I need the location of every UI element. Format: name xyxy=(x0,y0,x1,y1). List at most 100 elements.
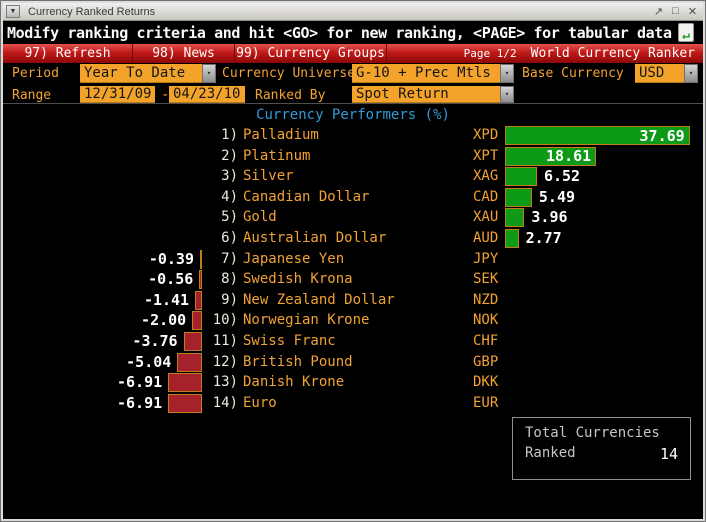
rank-label[interactable]: 14) xyxy=(212,394,238,411)
total-currencies-line1: Total Currencies xyxy=(525,425,660,441)
value-label: -6.91 xyxy=(117,393,163,412)
chart-row: 3) Silver XAG 6.52 xyxy=(3,166,703,187)
value-bar[interactable]: 37.69 xyxy=(505,126,690,145)
currency-name[interactable]: Euro xyxy=(243,394,277,411)
value-bar[interactable] xyxy=(505,229,519,248)
value-bar[interactable] xyxy=(168,393,202,413)
value-bar[interactable] xyxy=(200,249,202,269)
value-bar[interactable] xyxy=(168,373,202,393)
value-bar[interactable] xyxy=(177,352,202,372)
currency-name[interactable]: Gold xyxy=(243,209,277,226)
value-label: -2.00 xyxy=(141,311,187,330)
ticker-label[interactable]: XAU xyxy=(473,209,499,226)
ticker-label[interactable]: NZD xyxy=(473,291,499,308)
ticker-label[interactable]: XPT xyxy=(473,147,499,164)
chart-row: 2) Platinum XPT 18.61 xyxy=(3,146,703,167)
value-bar[interactable] xyxy=(183,332,202,351)
message-bar: Modify ranking criteria and hit <GO> for… xyxy=(3,21,703,44)
maximize-icon[interactable]: □ xyxy=(672,5,679,17)
chart-row: 7) Japanese Yen JPY -0.39 xyxy=(3,249,703,270)
period-select[interactable]: Year To Date xyxy=(80,64,202,83)
value-label: 37.69 xyxy=(639,126,685,145)
base-currency-select[interactable]: USD xyxy=(635,64,684,83)
value-label: 3.96 xyxy=(531,208,568,227)
value-label: 5.49 xyxy=(538,187,576,206)
ticker-label[interactable]: XAG xyxy=(473,168,499,185)
value-bar[interactable] xyxy=(505,167,537,187)
export-page-icon[interactable]: ↵ xyxy=(678,23,694,43)
value-bar[interactable] xyxy=(505,187,532,207)
total-currencies-line2: Ranked xyxy=(525,445,576,461)
rank-label[interactable]: 3) xyxy=(221,168,238,185)
rank-label[interactable]: 4) xyxy=(221,188,238,205)
rank-label[interactable]: 13) xyxy=(212,374,238,391)
value-label: -6.91 xyxy=(117,373,163,392)
chart-row: 9) New Zealand Dollar NZD -1.41 xyxy=(3,290,703,311)
menu-item-refresh[interactable]: 97) Refresh xyxy=(3,44,133,63)
rank-label[interactable]: 7) xyxy=(221,250,238,267)
ticker-label[interactable]: NOK xyxy=(473,312,499,329)
period-dropdown-arrow-icon[interactable]: ▾ xyxy=(202,64,216,83)
menu-item-news[interactable]: 98) News xyxy=(133,44,235,63)
currency-name[interactable]: Danish Krone xyxy=(243,374,345,391)
rank-label[interactable]: 12) xyxy=(212,353,238,370)
rank-label[interactable]: 10) xyxy=(212,312,238,329)
range-to-input[interactable]: 04/23/10 xyxy=(169,86,245,103)
app-title: World Currency Ranker xyxy=(530,46,695,61)
rank-label[interactable]: 8) xyxy=(221,271,238,288)
currency-name[interactable]: Canadian Dollar xyxy=(243,188,370,205)
value-bar[interactable] xyxy=(192,311,202,331)
value-bar[interactable] xyxy=(505,208,525,228)
value-label: 2.77 xyxy=(525,229,562,247)
rank-label[interactable]: 2) xyxy=(221,147,238,164)
rank-label[interactable]: 9) xyxy=(221,291,238,308)
rank-label[interactable]: 6) xyxy=(221,230,238,246)
rank-label[interactable]: 1) xyxy=(221,127,238,143)
range-from-input[interactable]: 12/31/09 xyxy=(80,86,155,103)
currency-universe-select[interactable]: G-10 + Prec Mtls xyxy=(352,64,500,83)
currency-name[interactable]: Japanese Yen xyxy=(243,250,345,267)
rank-label[interactable]: 5) xyxy=(221,209,238,226)
ticker-label[interactable]: GBP xyxy=(473,353,499,370)
currency-name[interactable]: Swiss Franc xyxy=(243,333,336,349)
ticker-label[interactable]: CAD xyxy=(473,188,499,205)
ticker-label[interactable]: JPY xyxy=(473,250,499,267)
currency-name[interactable]: Silver xyxy=(243,168,294,185)
ticker-label[interactable]: DKK xyxy=(473,374,499,391)
ticker-label[interactable]: SEK xyxy=(473,271,499,288)
rank-label[interactable]: 11) xyxy=(212,333,238,349)
chart-row: 4) Canadian Dollar CAD 5.49 xyxy=(3,187,703,208)
currency-name[interactable]: New Zealand Dollar xyxy=(243,291,395,308)
close-icon[interactable]: ✕ xyxy=(687,6,698,18)
ranked-by-dropdown-arrow-icon[interactable]: ▾ xyxy=(500,86,514,103)
base-currency-dropdown-arrow-icon[interactable]: ▾ xyxy=(684,64,698,83)
currency-name[interactable]: British Pound xyxy=(243,353,353,370)
value-label: -0.39 xyxy=(148,249,194,268)
ticker-label[interactable]: CHF xyxy=(473,333,499,349)
value-bar[interactable] xyxy=(199,270,202,290)
currency-universe-label: Currency Universe xyxy=(222,66,356,81)
value-label: 6.52 xyxy=(543,167,581,186)
chart-row: 1) Palladium XPD 37.69 xyxy=(3,125,703,146)
popout-icon[interactable]: ↗ xyxy=(653,6,664,18)
value-bar[interactable]: 18.61 xyxy=(505,146,597,166)
total-currencies-value: 14 xyxy=(659,445,678,463)
value-bar[interactable] xyxy=(195,290,202,310)
ticker-label[interactable]: EUR xyxy=(473,394,499,411)
currency-name[interactable]: Swedish Krona xyxy=(243,271,353,288)
message-text: Modify ranking criteria and hit <GO> for… xyxy=(7,23,672,42)
performance-chart: 1) Palladium XPD 37.69 2) Platinum XPT 18.61 3) S… xyxy=(3,125,703,415)
currency-name[interactable]: Platinum xyxy=(243,147,311,164)
value-label: -0.56 xyxy=(148,270,194,289)
ticker-label[interactable]: XPD xyxy=(473,127,499,143)
chart-row: 6) Australian Dollar AUD 2.77 xyxy=(3,228,703,249)
currency-universe-dropdown-arrow-icon[interactable]: ▾ xyxy=(500,64,514,83)
ranked-by-select[interactable]: Spot Return xyxy=(352,86,500,103)
currency-name[interactable]: Palladium xyxy=(243,127,319,143)
menu-item-currency-groups[interactable]: 99) Currency Groups xyxy=(235,44,387,63)
currency-name[interactable]: Australian Dollar xyxy=(243,230,387,246)
currency-name[interactable]: Norwegian Krone xyxy=(243,312,370,329)
window-menu-button[interactable]: ▼ xyxy=(6,5,20,18)
ticker-label[interactable]: AUD xyxy=(473,230,499,246)
